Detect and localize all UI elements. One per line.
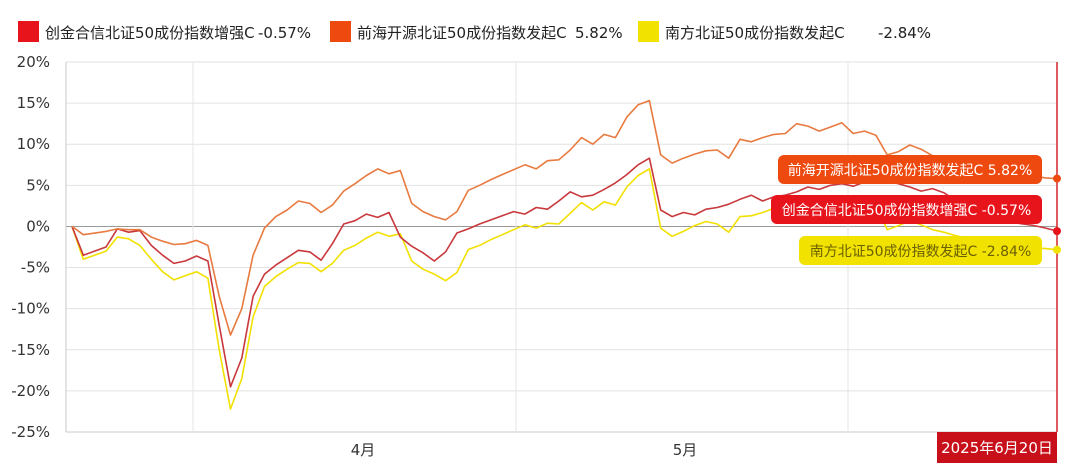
- y-axis-ticks: 20% 15% 10% 5% 0% -5% -10% -15% -20% -25%: [11, 53, 50, 441]
- y-tick-label: -10%: [11, 300, 50, 318]
- tooltip-label: 创金合信北证50成份指数增强C -0.57%: [782, 203, 1032, 219]
- y-tick-label: 20%: [17, 53, 50, 71]
- legend-series-value: -0.57%: [258, 24, 311, 42]
- tooltip-label: 南方北证50成份指数发起C -2.84%: [810, 244, 1032, 260]
- cursor-line: [1053, 62, 1061, 432]
- series-end-marker: [1053, 245, 1061, 254]
- legend-series-name[interactable]: 前海开源北证50成份指数发起C: [357, 24, 567, 42]
- y-tick-label: 10%: [17, 135, 50, 153]
- series-line: [71, 99, 1058, 336]
- date-badge: 2025年6月20日: [937, 432, 1057, 463]
- series-end-marker: [1053, 227, 1061, 236]
- legend-swatch: [638, 21, 659, 42]
- y-tick-label: -20%: [11, 382, 50, 400]
- series-line: [71, 168, 1058, 410]
- tooltips: 前海开源北证50成份指数发起C 5.82% 创金合信北证50成份指数增强C -0.…: [771, 155, 1042, 265]
- y-tick-label: -25%: [11, 423, 50, 441]
- y-tick-label: -15%: [11, 341, 50, 359]
- tooltip-box: [799, 236, 1042, 265]
- legend-series-name[interactable]: 南方北证50成份指数发起C: [665, 24, 845, 42]
- tooltip-box: [778, 155, 1042, 184]
- series-end-marker: [1053, 174, 1061, 183]
- y-tick-label: 0%: [26, 217, 50, 235]
- x-axis-ticks: 4月 5月: [351, 441, 698, 459]
- legend-series-value: -2.84%: [878, 24, 931, 42]
- legend-swatch: [330, 21, 351, 42]
- legend-series-name[interactable]: 创金合信北证50成份指数增强C: [45, 24, 255, 42]
- x-tick-label: 4月: [351, 441, 376, 459]
- legend[interactable]: 创金合信北证50成份指数增强C -0.57% 前海开源北证50成份指数发起C 5.82…: [18, 21, 931, 42]
- vertical-gridlines: [192, 62, 849, 432]
- legend-series-value: 5.82%: [575, 24, 623, 42]
- gridlines: [65, 61, 1057, 433]
- date-badge-label: 2025年6月20日: [941, 439, 1053, 457]
- x-tick-label: 5月: [673, 441, 698, 459]
- y-tick-label: -5%: [21, 259, 50, 277]
- tooltip-label: 前海开源北证50成份指数发起C 5.82%: [788, 162, 1033, 179]
- tooltip-box: [771, 195, 1042, 224]
- y-tick-label: 15%: [17, 94, 50, 112]
- y-tick-label: 5%: [26, 176, 50, 194]
- legend-swatch: [18, 21, 39, 42]
